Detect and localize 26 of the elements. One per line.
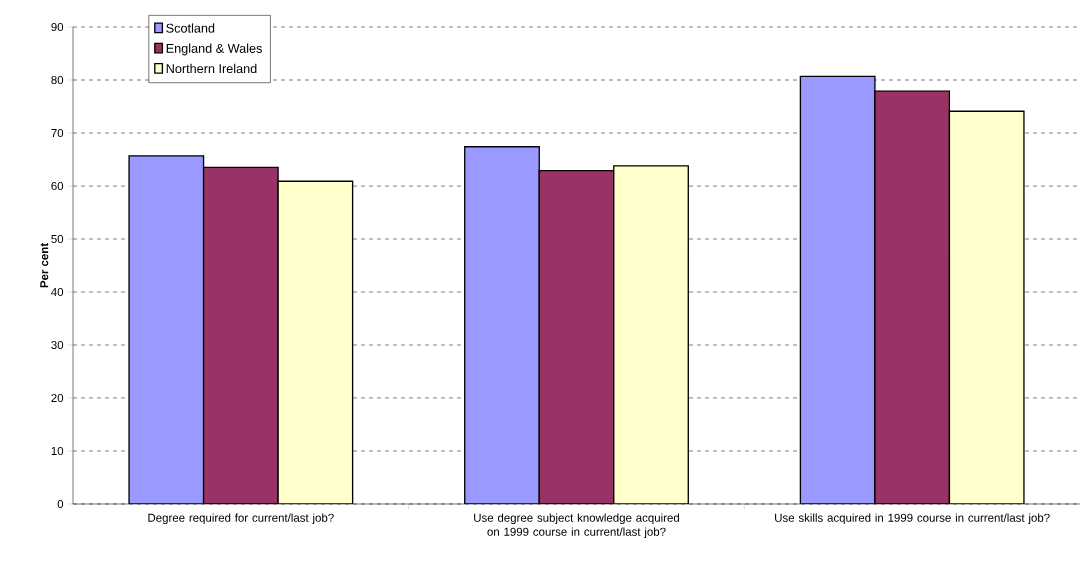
y-tick-label: 20 <box>51 393 64 403</box>
y-tick-label: 50 <box>51 234 64 244</box>
bar <box>799 75 876 504</box>
bar <box>948 110 1025 504</box>
legend-label: Scotland <box>166 23 215 33</box>
x-tick-label: Degree required for current/last job? <box>148 513 334 525</box>
bar <box>202 166 279 504</box>
x-tick-label: Use degree subject knowledge acquired on 1999 course in current/last job? <box>474 513 679 539</box>
y-tick-label: 0 <box>57 499 64 509</box>
y-tick-label: 60 <box>51 181 64 191</box>
bar <box>128 155 205 504</box>
bar <box>277 180 354 504</box>
bar <box>613 165 689 504</box>
bar <box>874 90 951 504</box>
y-tick-label: 90 <box>51 22 64 32</box>
y-tick-label: 10 <box>51 446 64 456</box>
y-axis-title: Per cent <box>40 243 49 288</box>
bar <box>464 146 540 504</box>
legend-label: Northern Ireland <box>166 63 257 74</box>
bar <box>538 169 615 504</box>
y-tick-label: 70 <box>51 128 64 138</box>
y-tick-label: 40 <box>51 287 64 297</box>
legend-label: England & Wales <box>166 43 262 56</box>
y-tick-label: 30 <box>51 340 64 350</box>
x-tick-label: Use skills acquired in 1999 course in current/last job? <box>775 513 1050 525</box>
y-tick-label: 80 <box>51 75 64 85</box>
